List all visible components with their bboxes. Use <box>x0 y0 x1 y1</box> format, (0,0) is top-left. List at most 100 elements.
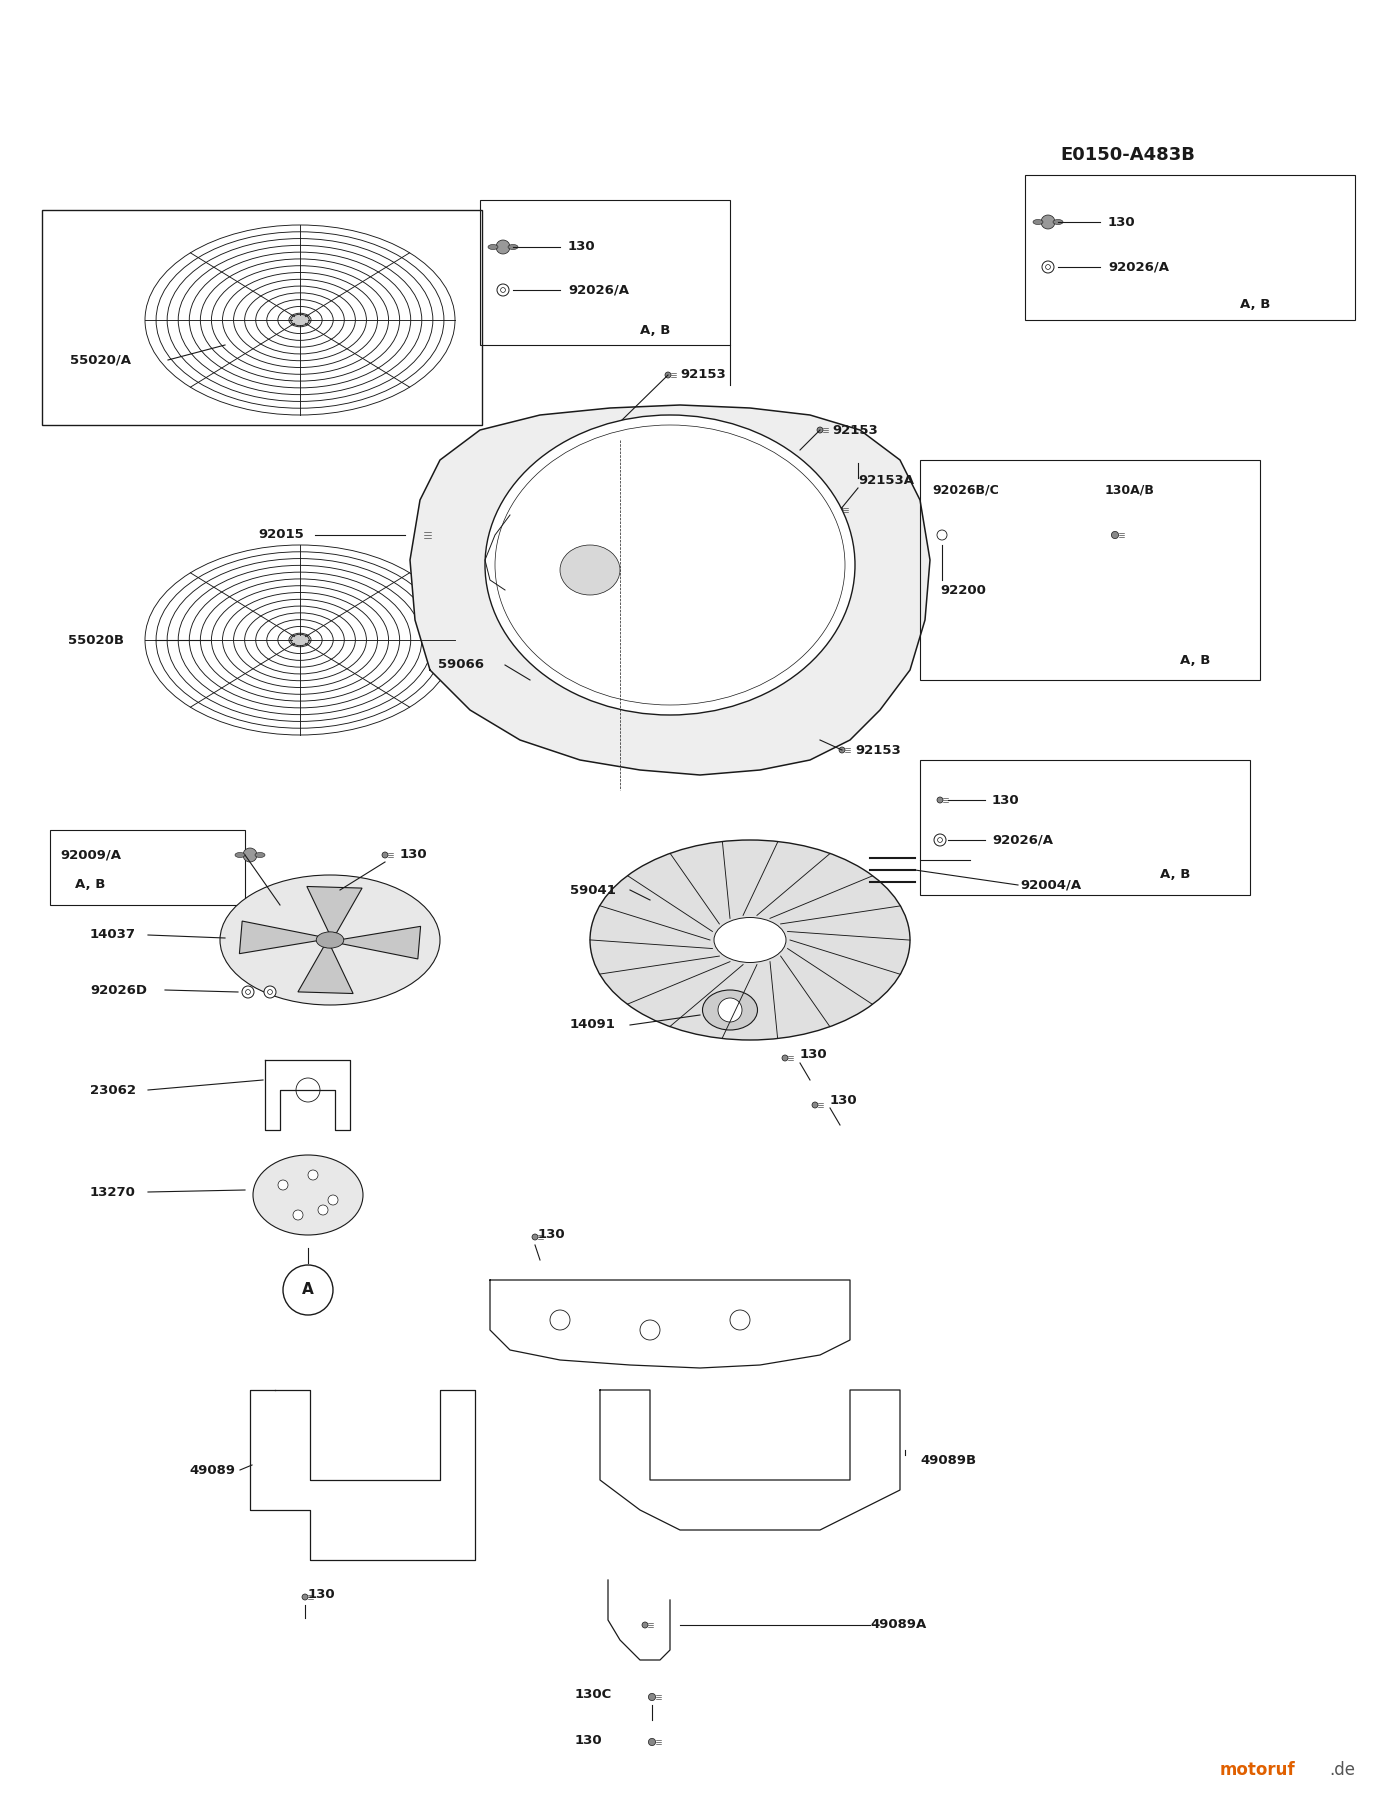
Text: A, B: A, B <box>640 324 670 337</box>
Circle shape <box>495 239 510 254</box>
Text: 130: 130 <box>575 1733 603 1746</box>
Text: 130: 130 <box>538 1228 566 1242</box>
Circle shape <box>839 747 845 752</box>
Circle shape <box>550 1310 570 1330</box>
Circle shape <box>640 1319 660 1339</box>
Text: A, B: A, B <box>1240 299 1270 311</box>
Text: 49089: 49089 <box>189 1463 235 1476</box>
Ellipse shape <box>290 634 310 646</box>
Circle shape <box>501 288 505 292</box>
Text: 14037: 14037 <box>89 929 136 941</box>
Text: 92026/A: 92026/A <box>1108 261 1170 274</box>
Circle shape <box>718 997 742 1022</box>
Circle shape <box>244 848 257 862</box>
Circle shape <box>1042 261 1054 274</box>
Text: A: A <box>303 1282 314 1298</box>
Text: A, B: A, B <box>1160 869 1190 882</box>
Ellipse shape <box>220 875 440 1004</box>
Text: 49089A: 49089A <box>870 1618 926 1631</box>
Circle shape <box>665 373 671 378</box>
Polygon shape <box>410 405 930 776</box>
Text: 92153A: 92153A <box>859 473 914 486</box>
Text: 49089B: 49089B <box>921 1454 976 1467</box>
Circle shape <box>318 1204 327 1215</box>
Ellipse shape <box>484 416 854 715</box>
Text: motoruf: motoruf <box>1219 1760 1295 1778</box>
Text: 59066: 59066 <box>438 659 484 671</box>
Circle shape <box>293 1210 303 1220</box>
Text: 92026D: 92026D <box>89 983 147 997</box>
Circle shape <box>937 837 943 842</box>
Bar <box>50 830 245 905</box>
Circle shape <box>245 990 250 994</box>
Polygon shape <box>239 922 318 954</box>
Bar <box>480 200 731 346</box>
Text: 130A/B: 130A/B <box>1105 484 1154 497</box>
Circle shape <box>242 986 255 997</box>
Circle shape <box>296 1078 321 1102</box>
Circle shape <box>1042 214 1055 229</box>
Text: .de: .de <box>1329 1760 1355 1778</box>
Text: 55020/A: 55020/A <box>70 353 131 367</box>
Ellipse shape <box>508 245 517 250</box>
Text: E0150-A483B: E0150-A483B <box>1060 146 1194 164</box>
Ellipse shape <box>1053 220 1064 225</box>
Circle shape <box>497 284 509 295</box>
Bar <box>921 461 1260 680</box>
Text: 92026/A: 92026/A <box>992 833 1053 846</box>
Circle shape <box>937 797 943 803</box>
Text: A, B: A, B <box>1181 653 1211 666</box>
Circle shape <box>1112 531 1119 538</box>
Text: 59041: 59041 <box>570 884 616 896</box>
Ellipse shape <box>316 932 344 949</box>
Text: 130: 130 <box>992 794 1020 806</box>
Ellipse shape <box>255 853 266 857</box>
Text: 130: 130 <box>1108 216 1135 229</box>
Text: 130: 130 <box>308 1589 336 1602</box>
Circle shape <box>782 1055 788 1060</box>
Bar <box>921 760 1249 895</box>
Bar <box>43 211 482 425</box>
Polygon shape <box>307 886 362 932</box>
Ellipse shape <box>253 1156 363 1235</box>
Circle shape <box>278 1181 288 1190</box>
Circle shape <box>327 1195 338 1204</box>
Circle shape <box>731 1310 750 1330</box>
Ellipse shape <box>290 315 310 326</box>
Ellipse shape <box>560 545 621 596</box>
Text: A, B: A, B <box>76 878 106 891</box>
Circle shape <box>416 531 424 540</box>
Ellipse shape <box>1033 220 1043 225</box>
Circle shape <box>533 1235 538 1240</box>
Circle shape <box>812 1102 817 1109</box>
Circle shape <box>643 1622 648 1627</box>
Ellipse shape <box>235 853 245 857</box>
Ellipse shape <box>488 245 498 250</box>
Text: 92009/A: 92009/A <box>61 848 121 862</box>
Text: 13270: 13270 <box>89 1186 136 1199</box>
Text: 92015: 92015 <box>259 529 304 542</box>
Text: 14091: 14091 <box>570 1019 616 1031</box>
Text: 92153: 92153 <box>854 743 901 756</box>
Circle shape <box>383 851 388 859</box>
Circle shape <box>1046 265 1050 270</box>
Circle shape <box>264 986 277 997</box>
Circle shape <box>301 1595 308 1600</box>
Text: A: A <box>643 434 654 446</box>
Text: 130C: 130C <box>575 1688 612 1701</box>
Text: 92004/A: 92004/A <box>1020 878 1082 891</box>
Text: 55020B: 55020B <box>67 634 124 646</box>
Text: 23062: 23062 <box>89 1084 136 1096</box>
Text: 130: 130 <box>568 241 596 254</box>
Ellipse shape <box>714 918 786 963</box>
Circle shape <box>648 1739 655 1746</box>
Circle shape <box>648 1694 655 1701</box>
Circle shape <box>837 508 843 513</box>
Circle shape <box>817 427 823 434</box>
Circle shape <box>308 1170 318 1181</box>
Text: 130: 130 <box>799 1048 827 1062</box>
Text: 92026B/C: 92026B/C <box>932 484 999 497</box>
Polygon shape <box>299 947 354 994</box>
Bar <box>1025 175 1355 320</box>
Text: 92153: 92153 <box>680 369 725 382</box>
